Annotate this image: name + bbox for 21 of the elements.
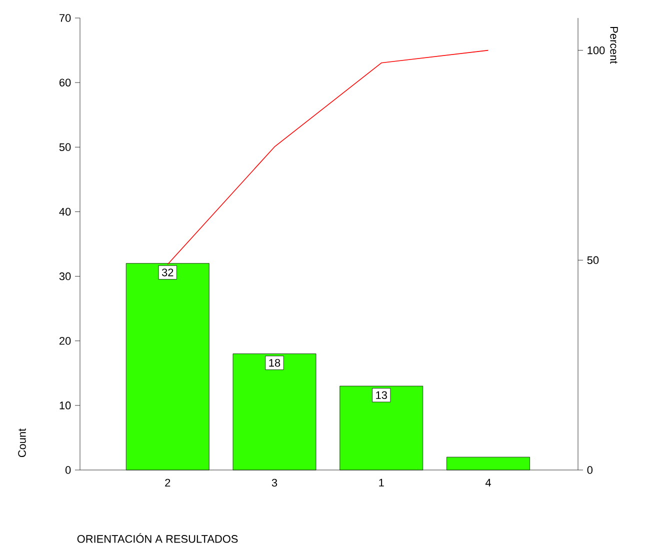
y2-tick-label: 50 bbox=[587, 256, 599, 264]
x-tick-label: 2 bbox=[165, 478, 170, 487]
y-tick-label: 70 bbox=[60, 14, 71, 22]
y-axis-title: Count bbox=[18, 428, 26, 458]
data-label: 18 bbox=[269, 358, 280, 367]
y-tick-label: 30 bbox=[59, 272, 71, 280]
y-tick-label: 20 bbox=[60, 336, 71, 345]
y2-tick-label: 100 bbox=[588, 46, 605, 54]
data-label: 32 bbox=[162, 268, 174, 276]
x-tick-label: 3 bbox=[272, 478, 278, 487]
y2-tick-label: 0 bbox=[587, 466, 593, 474]
y-tick-label: 10 bbox=[60, 402, 71, 410]
y2-axis-title: Percent bbox=[610, 27, 618, 64]
y-tick-label: 60 bbox=[60, 78, 71, 86]
x-axis-title: ORIENTACIÓN A RESULTADOS bbox=[77, 533, 238, 543]
y-tick-label: 0 bbox=[65, 466, 71, 474]
y-tick-label: 50 bbox=[59, 143, 71, 152]
x-tick-label: 1 bbox=[379, 478, 384, 486]
x-tick-label: 4 bbox=[485, 478, 491, 486]
data-label: 13 bbox=[376, 391, 387, 400]
y-tick-label: 40 bbox=[59, 208, 71, 216]
